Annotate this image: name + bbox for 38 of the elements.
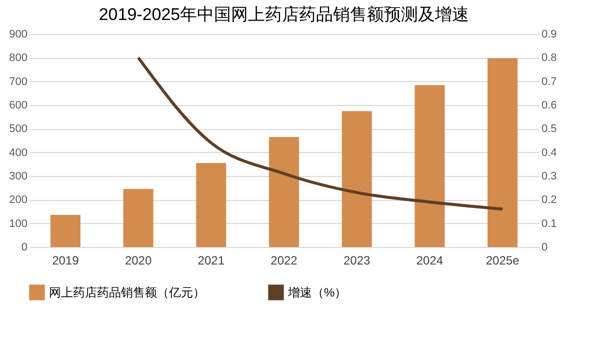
- y2-tick-label: 0.2: [542, 194, 557, 206]
- line-series: [136, 56, 504, 211]
- chart-title: 2019-2025年中国网上药店药品销售额预测及增速: [98, 5, 470, 24]
- y2-tick-label: 0.3: [542, 170, 557, 182]
- y-tick-label: 600: [9, 100, 28, 112]
- x-tick-label: 2019: [52, 254, 80, 268]
- y2-tick-label: 0.5: [542, 123, 557, 136]
- bar: [50, 214, 80, 247]
- bar: [342, 111, 372, 247]
- x-tick-label: 2020: [124, 254, 152, 268]
- y-tick-label: 800: [9, 52, 28, 64]
- bar: [196, 162, 226, 247]
- x-tick-label: 2025e: [486, 254, 520, 268]
- y-tick-label: 100: [9, 218, 28, 230]
- y2-tick-label: 0.4: [542, 146, 557, 159]
- y-tick-label: 400: [9, 146, 28, 159]
- y2-tick-label: 0.8: [542, 52, 557, 64]
- bar: [269, 136, 299, 247]
- y2-tick-label: 0: [542, 242, 548, 254]
- bar: [123, 189, 154, 247]
- y2-tick-label: 0.1: [542, 218, 557, 230]
- legend-label: 网上药店药品销售额（亿元）: [49, 285, 205, 300]
- x-tick-label: 2021: [198, 254, 225, 268]
- x-tick-label: 2023: [344, 254, 371, 268]
- legend-label: 增速（%）: [287, 285, 347, 300]
- y2-tick-label: 0.6: [542, 100, 557, 112]
- bar: [414, 85, 445, 247]
- y2-tick-label: 0.9: [542, 28, 557, 40]
- x-tick-label: 2022: [270, 254, 298, 268]
- y-tick-label: 200: [9, 194, 28, 206]
- y2-tick-label: 0.7: [542, 76, 557, 88]
- x-tick-label: 2024: [416, 254, 444, 268]
- y-tick-label: 500: [9, 123, 28, 136]
- bar: [488, 58, 518, 247]
- y-tick-label: 700: [9, 76, 28, 88]
- y-tick-label: 900: [9, 28, 28, 40]
- y-tick-label: 300: [9, 170, 28, 182]
- y-tick-label: 0: [21, 242, 28, 254]
